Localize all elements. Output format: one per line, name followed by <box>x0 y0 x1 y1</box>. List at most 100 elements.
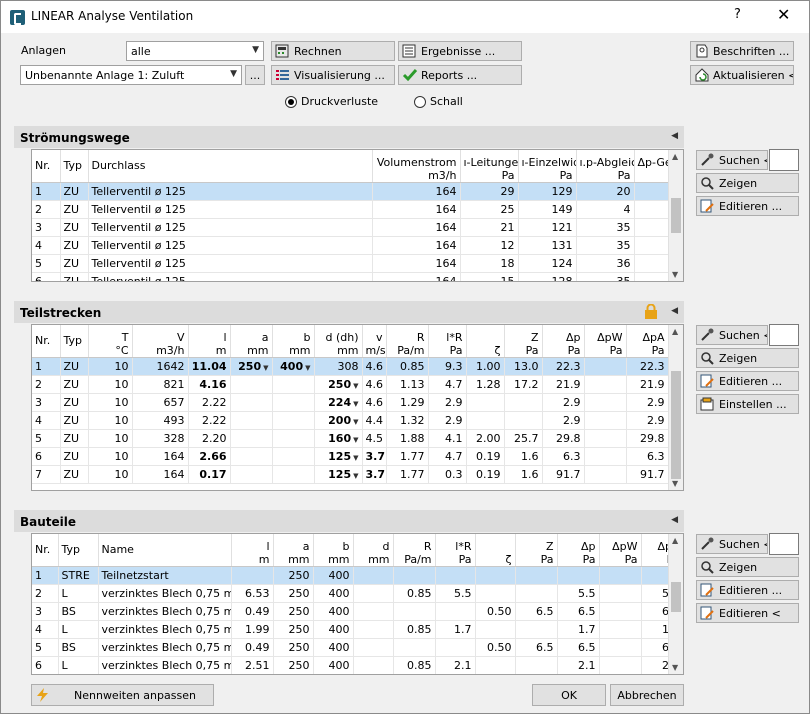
table-cell[interactable]: 9.3 <box>428 357 467 376</box>
table-cell[interactable]: 35 <box>576 218 635 237</box>
table-cell[interactable]: 5 <box>32 638 59 657</box>
table-cell[interactable] <box>475 656 516 674</box>
table-cell[interactable]: 164 <box>372 182 461 201</box>
table-cell[interactable]: 250 <box>273 602 314 621</box>
table-cell[interactable]: 4.6 <box>362 393 387 412</box>
table-cell[interactable]: 1.32 <box>386 411 429 430</box>
table-cell[interactable] <box>353 566 394 585</box>
table-cell[interactable]: 250 <box>273 656 314 674</box>
table-cell[interactable]: BS <box>58 638 99 657</box>
vertical-scrollbar[interactable]: ▲ ▼ <box>668 534 683 674</box>
vertical-scrollbar[interactable]: ▲ ▼ <box>668 150 683 281</box>
table-cell[interactable]: 2.51 <box>231 656 274 674</box>
table-cell[interactable]: 5 <box>32 429 61 448</box>
table-cell[interactable]: 5.5 <box>557 584 600 603</box>
collapse-arrow-icon[interactable]: ◀ <box>671 306 678 316</box>
table-cell[interactable] <box>272 447 315 466</box>
table-cell[interactable]: ZU <box>60 272 89 281</box>
table-cell[interactable] <box>231 566 274 585</box>
table-cell[interactable]: 15 <box>460 272 519 281</box>
table-cell[interactable] <box>599 602 642 621</box>
table-cell[interactable] <box>584 411 627 430</box>
table-cell[interactable]: ZU <box>60 357 89 376</box>
table-cell[interactable] <box>584 393 627 412</box>
table-cell[interactable]: 3.7 <box>362 465 387 484</box>
table-cell[interactable] <box>393 602 436 621</box>
column-header[interactable]: T °C <box>88 325 133 358</box>
table-cell[interactable]: 6.53 <box>231 584 274 603</box>
table-cell[interactable]: 400 <box>313 638 354 657</box>
table-cell[interactable]: ZU <box>60 182 89 201</box>
table-cell[interactable]: 250 <box>273 584 314 603</box>
table-cell[interactable]: 11.04 <box>188 357 231 376</box>
table-cell[interactable]: 149 <box>518 200 577 219</box>
table-cell[interactable]: 6 <box>32 272 61 281</box>
table-cell[interactable]: 6.3 <box>542 447 585 466</box>
teil-editieren-button[interactable]: Editieren ... <box>696 371 799 391</box>
table-cell[interactable]: 29.8 <box>626 429 669 448</box>
dropdown-arrow-icon[interactable]: ▼ <box>263 363 269 372</box>
table-cell[interactable]: 1.77 <box>386 465 429 484</box>
table-row[interactable]: 5 ZU 10 328 2.20 160 ▼ 4.5 1.88 4.1 2.00 25.7 29.8 29… <box>32 429 669 448</box>
dropdown-arrow-icon[interactable]: ▼ <box>353 453 359 462</box>
table-cell[interactable] <box>230 429 273 448</box>
table-cell[interactable]: 1 <box>32 182 61 201</box>
column-header[interactable]: l*R Pa <box>428 325 467 358</box>
table-cell[interactable]: 328 <box>132 429 189 448</box>
table-cell[interactable]: 493 <box>132 411 189 430</box>
table-cell[interactable]: 250 ▼ <box>314 375 363 394</box>
table-cell[interactable]: 2.9 <box>428 393 467 412</box>
table-cell[interactable]: 6.5 <box>557 638 600 657</box>
table-cell[interactable]: 164 <box>132 465 189 484</box>
table-cell[interactable] <box>515 584 558 603</box>
table-cell[interactable] <box>230 465 273 484</box>
table-cell[interactable]: 21.9 <box>542 375 585 394</box>
table-cell[interactable]: 29 <box>460 182 519 201</box>
table-cell[interactable] <box>466 411 505 430</box>
column-header[interactable]: Z Pa <box>515 534 558 567</box>
visualisierung-button[interactable]: Visualisierung ... <box>271 65 395 85</box>
dropdown-arrow-icon[interactable]: ▼ <box>353 435 359 444</box>
dropdown-arrow-icon[interactable]: ▼ <box>305 363 311 372</box>
table-cell[interactable] <box>584 375 627 394</box>
column-header[interactable]: v m/s <box>362 325 387 358</box>
table-cell[interactable]: L <box>58 656 99 674</box>
table-cell[interactable]: Tellerventil ø 125 <box>88 236 373 255</box>
table-cell[interactable] <box>475 566 516 585</box>
bau-search-input[interactable] <box>769 533 799 555</box>
table-cell[interactable]: 3 <box>32 602 59 621</box>
table-cell[interactable]: 400 <box>313 602 354 621</box>
table-cell[interactable] <box>599 584 642 603</box>
table-cell[interactable]: 2.22 <box>188 411 231 430</box>
table-cell[interactable]: Tellerventil ø 125 <box>88 254 373 273</box>
table-cell[interactable]: ZU <box>60 200 89 219</box>
table-cell[interactable] <box>230 393 273 412</box>
column-header[interactable]: d (dh) mm <box>314 325 363 358</box>
table-cell[interactable]: 25.7 <box>504 429 543 448</box>
stroemung-zeigen-button[interactable]: Zeigen <box>696 173 799 193</box>
table-cell[interactable]: ZU <box>60 254 89 273</box>
teilstrecken-header[interactable]: Teilstrecken ◀ <box>14 301 684 323</box>
column-header[interactable]: Name <box>98 534 232 567</box>
table-cell[interactable] <box>515 620 558 639</box>
table-cell[interactable]: 21 <box>460 218 519 237</box>
table-cell[interactable]: 0.85 <box>393 620 436 639</box>
table-cell[interactable]: 12 <box>460 236 519 255</box>
bauteile-header[interactable]: Bauteile ◀ <box>14 510 684 532</box>
scroll-thumb[interactable] <box>671 198 681 233</box>
table-cell[interactable]: 4.4 <box>362 411 387 430</box>
dropdown-arrow-icon[interactable]: ▼ <box>353 399 359 408</box>
table-cell[interactable]: 0.50 <box>475 602 516 621</box>
table-cell[interactable]: 129 <box>518 182 577 201</box>
table-cell[interactable]: 1642 <box>132 357 189 376</box>
anlage-select[interactable]: Unbenannte Anlage 1: Zuluft ▼ <box>20 65 242 85</box>
table-cell[interactable]: 18 <box>460 254 519 273</box>
help-button[interactable]: ? <box>734 7 741 22</box>
